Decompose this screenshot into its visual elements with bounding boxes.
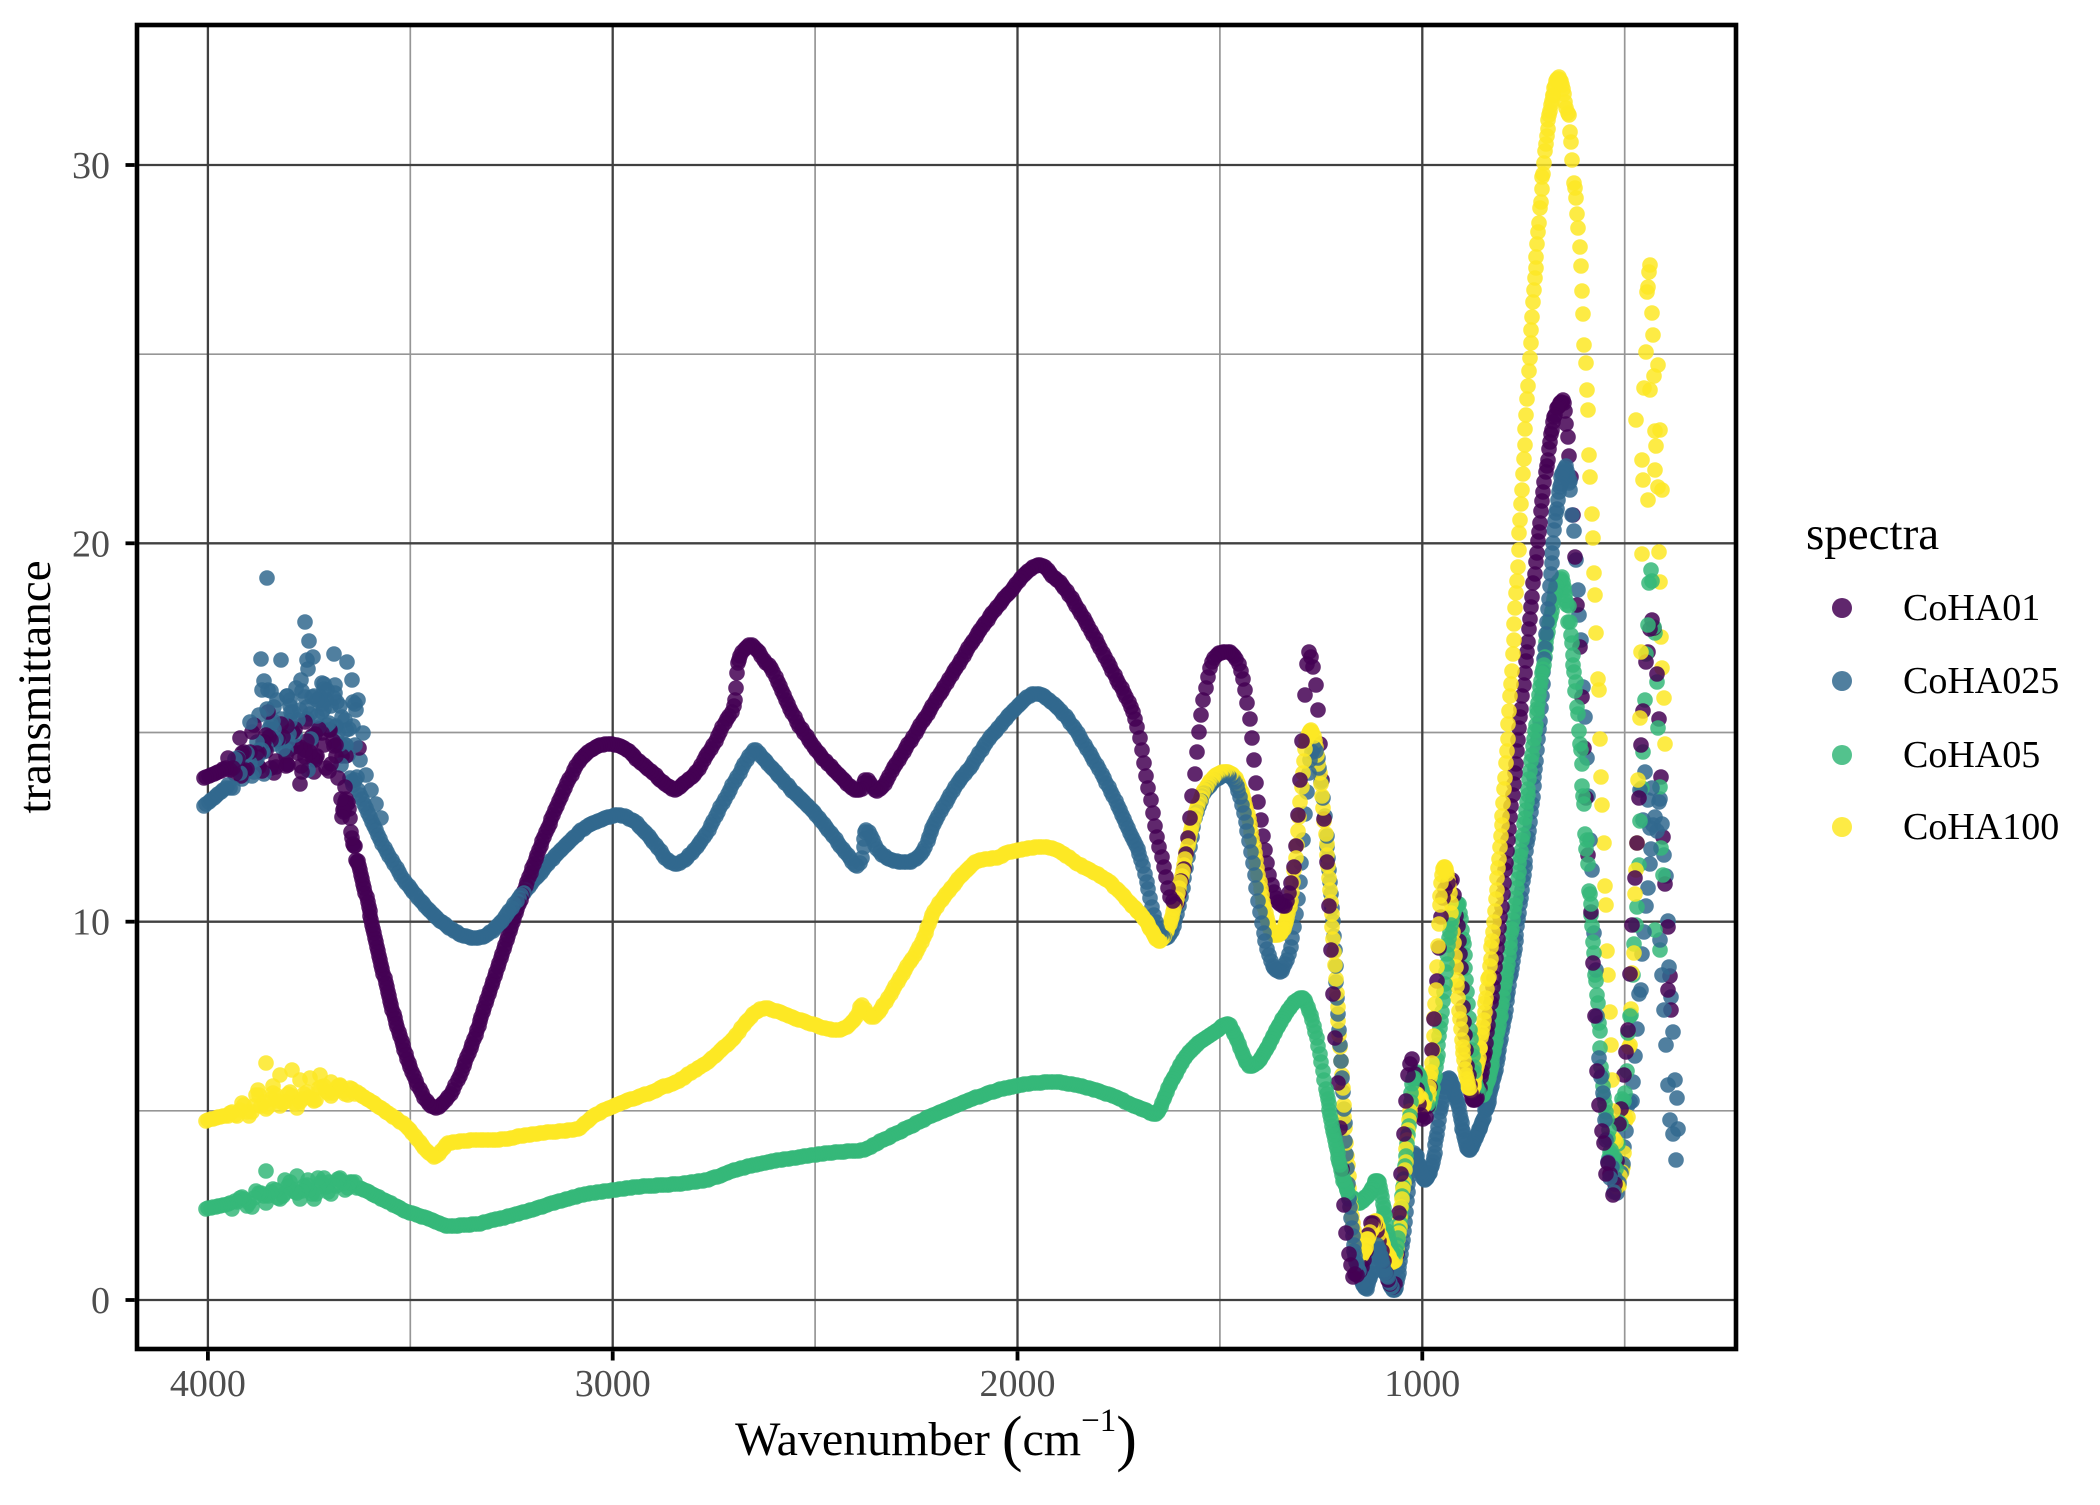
svg-text:3000: 3000 [575,1363,651,1405]
svg-text:4000: 4000 [170,1363,246,1405]
svg-text:CoHA05: CoHA05 [1903,734,2040,776]
svg-text:CoHA100: CoHA100 [1903,806,2059,848]
svg-text:2000: 2000 [980,1363,1056,1405]
svg-text:30: 30 [72,145,110,187]
svg-text:Wavenumber (cm−1): Wavenumber (cm−1) [735,1403,1137,1473]
svg-text:10: 10 [72,902,110,944]
svg-text:0: 0 [91,1280,110,1322]
svg-text:transmittance: transmittance [9,560,61,813]
svg-text:1000: 1000 [1384,1363,1460,1405]
svg-text:CoHA01: CoHA01 [1903,587,2040,629]
svg-text:20: 20 [72,523,110,565]
svg-text:spectra: spectra [1806,508,1939,560]
svg-text:CoHA025: CoHA025 [1903,660,2059,702]
